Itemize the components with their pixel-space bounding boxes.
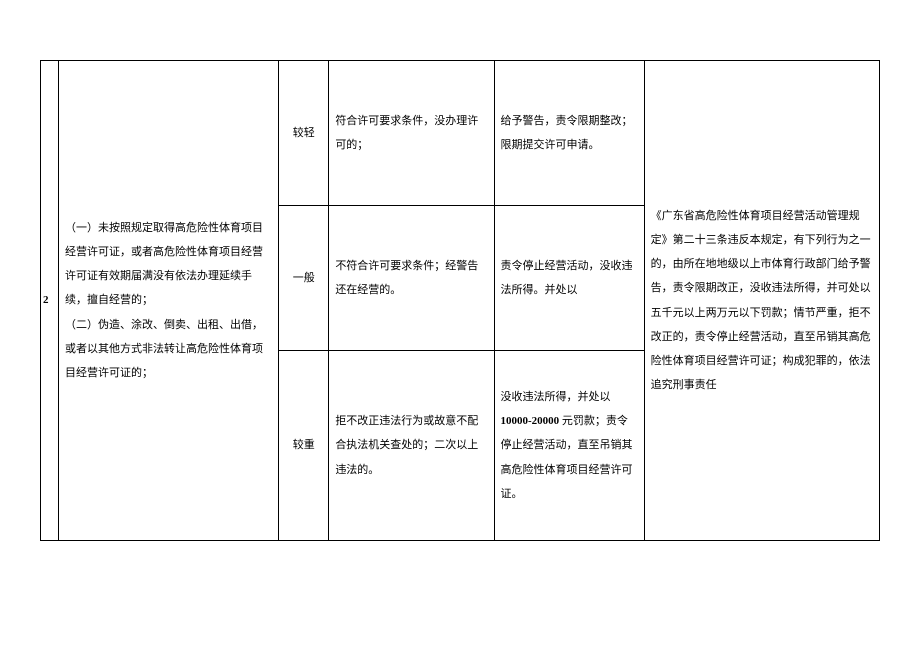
description-paragraph-1: （一）未按照规定取得高危险性体育项目经营许可证，或者高危险性体育项目经营许可证有… bbox=[65, 216, 272, 313]
level-heavy-label: 较重 bbox=[293, 439, 315, 451]
level-cell-light: 较轻 bbox=[279, 61, 329, 206]
condition-light: 符合许可要求条件，没办理许可的； bbox=[335, 115, 478, 151]
description-cell: （一）未按照规定取得高危险性体育项目经营许可证，或者高危险性体育项目经营许可证有… bbox=[59, 61, 279, 541]
description-paragraph-2: （二）伪造、涂改、倒卖、出租、出借，或者以其他方式非法转让高危险性体育项目经营许… bbox=[65, 313, 272, 386]
penalty-heavy-pre: 没收违法所得，并处以 bbox=[501, 391, 611, 403]
law-text: 《广东省高危险性体育项目经营活动管理规定》第二十三条违反本规定，有下列行为之一的… bbox=[651, 210, 871, 391]
condition-cell-normal: 不符合许可要求条件；经警告还在经营的。 bbox=[329, 206, 494, 351]
row-number-cell: 2 bbox=[41, 61, 59, 541]
penalty-heavy-bold: 10000-20000 bbox=[501, 415, 560, 427]
condition-normal: 不符合许可要求条件；经警告还在经营的。 bbox=[335, 260, 478, 296]
penalty-cell-light: 给予警告，责令限期整改；限期提交许可申请。 bbox=[494, 61, 644, 206]
level-cell-heavy: 较重 bbox=[279, 351, 329, 541]
document-table-wrap: 2 （一）未按照规定取得高危险性体育项目经营许可证，或者高危险性体育项目经营许可… bbox=[40, 60, 880, 541]
condition-cell-light: 符合许可要求条件，没办理许可的； bbox=[329, 61, 494, 206]
table-row: 2 （一）未按照规定取得高危险性体育项目经营许可证，或者高危险性体育项目经营许可… bbox=[41, 61, 880, 206]
penalty-cell-heavy: 没收违法所得，并处以 10000-20000 元罚款；责令停止经营活动，直至吊销… bbox=[494, 351, 644, 541]
level-light-label: 较轻 bbox=[293, 127, 315, 139]
penalty-table: 2 （一）未按照规定取得高危险性体育项目经营许可证，或者高危险性体育项目经营许可… bbox=[40, 60, 880, 541]
penalty-heavy-post: 元罚款；责令停止经营活动，直至吊销其高危险性体育项目经营许可证。 bbox=[501, 415, 633, 500]
condition-cell-heavy: 拒不改正违法行为或故意不配合执法机关查处的；二次以上违法的。 bbox=[329, 351, 494, 541]
penalty-light: 给予警告，责令限期整改；限期提交许可申请。 bbox=[501, 115, 633, 151]
level-cell-normal: 一般 bbox=[279, 206, 329, 351]
row-number: 2 bbox=[43, 294, 49, 306]
penalty-normal-pre: 责令停止经营活动，没收违法所得。并处以 bbox=[501, 260, 633, 296]
level-normal-label: 一般 bbox=[293, 272, 315, 284]
penalty-cell-normal: 责令停止经营活动，没收违法所得。并处以 bbox=[494, 206, 644, 351]
law-cell: 《广东省高危险性体育项目经营活动管理规定》第二十三条违反本规定，有下列行为之一的… bbox=[644, 61, 879, 541]
condition-heavy: 拒不改正违法行为或故意不配合执法机关查处的；二次以上违法的。 bbox=[335, 415, 478, 475]
